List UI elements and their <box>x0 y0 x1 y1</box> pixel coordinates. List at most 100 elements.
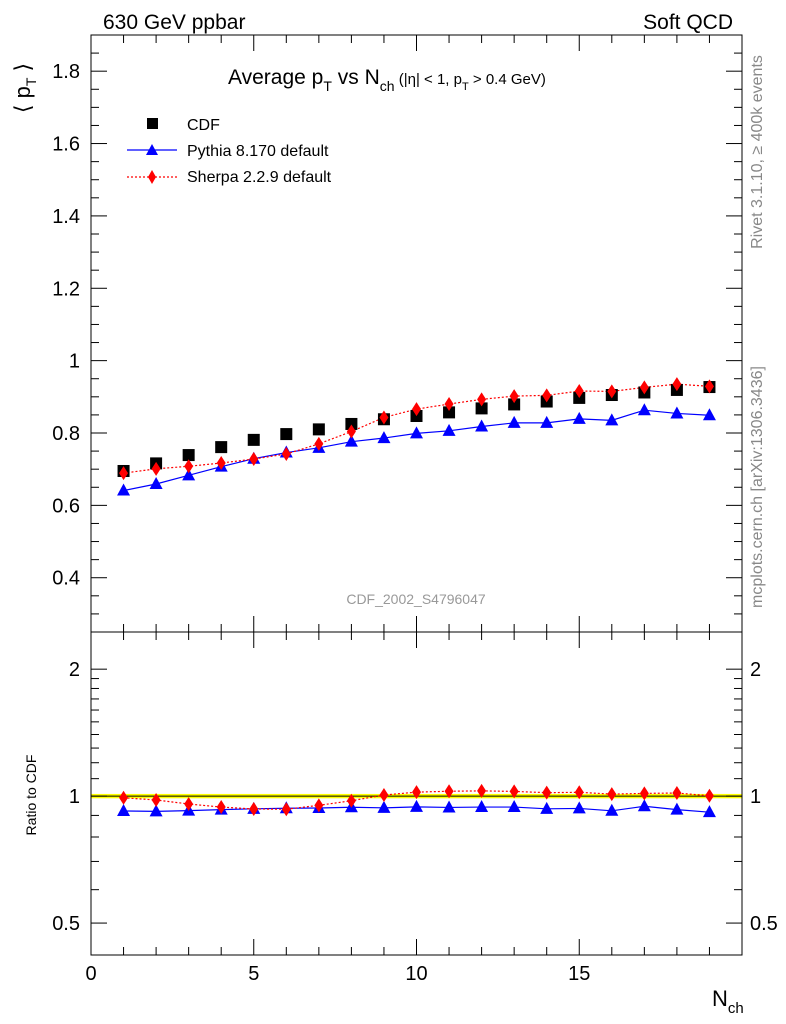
ratio-sherpa-point <box>379 788 389 803</box>
main-sherpa-point <box>249 452 259 467</box>
main-sherpa-point <box>444 397 454 412</box>
main-sherpa-point <box>346 424 356 439</box>
legend-marker-pythia <box>146 144 158 155</box>
main-pythia-point <box>117 483 131 496</box>
ratio-pythia-point <box>572 801 586 814</box>
main-sherpa-point <box>509 389 519 404</box>
legend-entry-sherpa: Sherpa 2.2.9 default <box>127 169 332 186</box>
chart-title-cut-b: > 0.4 GeV) <box>469 71 546 88</box>
main-x-ticks <box>90 35 743 632</box>
legend-marker-cdf <box>147 118 158 129</box>
ratio-pythia-point <box>507 800 521 813</box>
main-pythia-point <box>637 403 651 416</box>
main-sherpa-point <box>412 402 421 417</box>
ratio-sherpa-point <box>281 802 291 817</box>
main-pythia-point <box>442 423 456 436</box>
main-pythia-point <box>377 431 391 444</box>
legend-entry-pythia: Pythia 8.170 default <box>127 143 329 160</box>
legend-label-pythia: Pythia 8.170 default <box>187 143 329 160</box>
main-cdf-point <box>312 423 325 436</box>
chart-title: Average pT vs Nch (|η| < 1, pT > 0.4 GeV… <box>228 66 546 94</box>
main-y-tick-label: 1.2 <box>52 278 80 300</box>
chart-title-sub-ch: ch <box>380 78 395 94</box>
ratio-pythia-point <box>475 800 489 813</box>
ratio-sherpa-point <box>477 783 487 798</box>
ratio-x-axis: 0 5 10 15 <box>85 632 743 985</box>
ratio-sherpa-point <box>314 798 324 813</box>
ratio-sherpa-point <box>444 784 454 799</box>
main-cdf-point <box>182 449 195 462</box>
ratio-y-axis: 0.5 0.5 1 1 2 2 <box>52 659 778 935</box>
legend-label-cdf: CDF <box>187 117 220 134</box>
main-y-tick-label: 0.4 <box>52 568 80 590</box>
main-sherpa-point <box>216 456 226 471</box>
chart-title-mid: vs N <box>332 66 380 89</box>
x-axis-label-sub: ch <box>728 1000 744 1017</box>
main-pythia-point <box>702 408 716 421</box>
ratio-sherpa-point <box>216 800 226 815</box>
chart-title-sub-t: T <box>323 78 332 94</box>
header-right-label: Soft QCD <box>643 11 733 34</box>
ratio-sherpa-point <box>542 785 552 800</box>
main-y-tick-label: 1.6 <box>52 134 80 156</box>
main-y-tick-label: 0.6 <box>52 495 80 517</box>
main-pythia-point <box>149 477 163 490</box>
main-sherpa-point <box>151 461 161 476</box>
chart-title-cut-a: (|η| < 1, p <box>395 71 462 88</box>
chart-title-main: Average p <box>228 66 323 89</box>
x-tick-label: 0 <box>85 963 96 985</box>
ratio-pythia-point <box>377 800 391 813</box>
legend-marker-sherpa <box>148 170 156 184</box>
x-axis-label-main: N <box>712 986 728 1011</box>
main-pythia-point <box>475 419 489 432</box>
main-sherpa-point <box>477 392 487 407</box>
main-cdf-point <box>475 402 488 415</box>
main-pythia-point <box>605 413 619 426</box>
ratio-pythia-point <box>540 801 554 814</box>
ratio-pythia-point <box>149 804 163 817</box>
ratio-sherpa-point <box>151 793 161 808</box>
ratio-y-tick-label-right: 2 <box>750 659 761 681</box>
chart-title-cut-sub: T <box>462 81 469 93</box>
side-label-mcplots: mcplots.cern.ch [arXiv:1306.3436] <box>749 366 766 608</box>
ratio-sherpa-point <box>704 788 714 803</box>
main-cdf-point <box>443 406 456 419</box>
main-pythia-point <box>410 426 423 439</box>
main-pythia-point <box>540 415 554 428</box>
analysis-watermark: CDF_2002_S4796047 <box>346 591 486 607</box>
main-sherpa-point <box>379 410 389 425</box>
ratio-sherpa-point <box>412 785 421 800</box>
x-axis-label: Nch <box>712 986 744 1017</box>
main-sherpa-point <box>281 446 291 461</box>
ratio-sherpa-point <box>184 796 194 811</box>
main-sherpa-point <box>184 459 194 474</box>
ratio-sherpa-point <box>574 785 584 800</box>
ratio-y-tick-label: 1 <box>69 786 80 808</box>
main-pythia-point <box>507 415 521 428</box>
main-sherpa-point <box>607 384 617 399</box>
ratio-pythia-point <box>605 803 619 816</box>
x-tick-label: 15 <box>568 963 590 985</box>
ratio-y-tick-label: 0.5 <box>52 913 80 935</box>
ratio-sherpa-point <box>607 787 617 802</box>
main-pythia-point <box>670 406 684 419</box>
ratio-y-tick-label: 2 <box>69 659 80 681</box>
main-y-label-sub: T <box>23 77 39 86</box>
main-y-tick-label: 1.8 <box>52 61 80 83</box>
ratio-sherpa-point <box>509 784 519 799</box>
main-pythia-line <box>123 409 710 492</box>
main-sherpa-point <box>314 436 324 451</box>
main-y-label-right: ⟩ <box>10 63 35 78</box>
main-sherpa-point <box>119 466 129 481</box>
main-sherpa-point <box>542 388 552 403</box>
ratio-sherpa-point <box>639 786 649 801</box>
main-cdf-point <box>280 428 293 441</box>
ratio-sherpa-point <box>346 793 356 808</box>
x-tick-label: 10 <box>405 963 427 985</box>
ratio-y-axis-label: Ratio to CDF <box>23 755 39 836</box>
main-y-tick-label: 0.8 <box>52 423 80 445</box>
main-series-markers <box>117 377 716 496</box>
ratio-pythia-point <box>702 805 716 818</box>
header-left-label: 630 GeV ppbar <box>103 11 245 34</box>
ratio-panel: 0.5 0.5 1 1 2 2 0 5 10 15 Ratio to CDF <box>23 631 778 985</box>
